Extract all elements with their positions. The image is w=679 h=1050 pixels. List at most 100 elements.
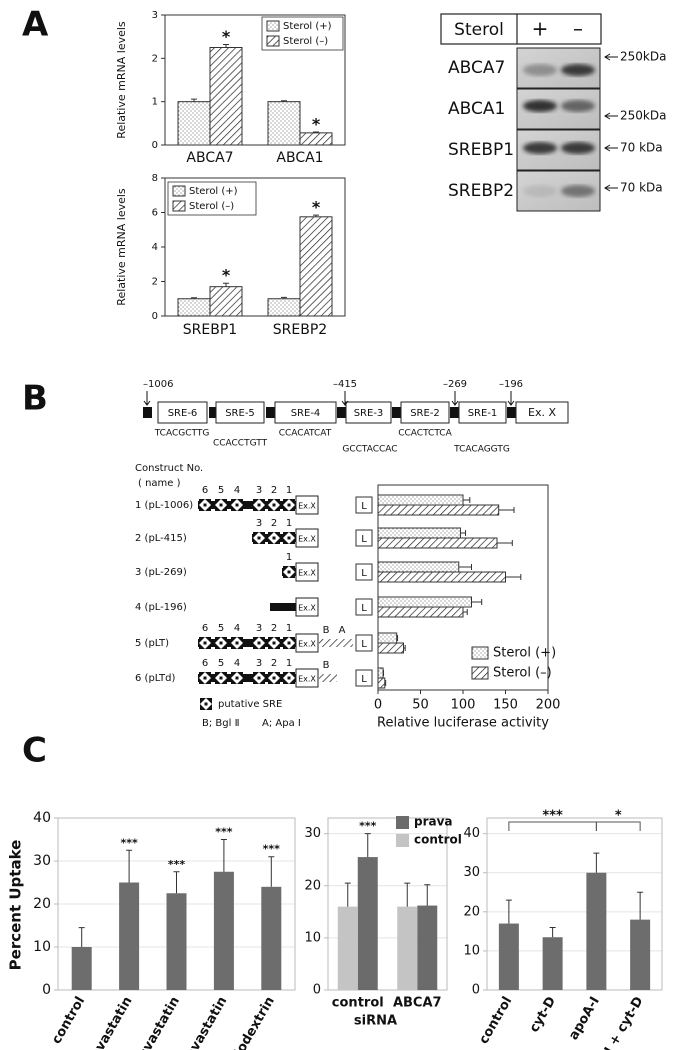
position-arrow xyxy=(341,391,349,406)
sre-site-center xyxy=(219,503,223,507)
bar xyxy=(498,923,519,990)
exon-box xyxy=(295,562,319,582)
x-tick-label: SREBP2 xyxy=(273,322,327,338)
bar xyxy=(299,216,333,317)
y-tick-label: 40 xyxy=(463,826,480,841)
sre-site-center xyxy=(287,676,291,680)
bar xyxy=(377,596,472,608)
exon-box xyxy=(295,528,319,548)
protein-label: SREBP2 xyxy=(448,181,514,201)
exon-label: Ex.X xyxy=(298,535,316,544)
plot-frame xyxy=(486,817,663,991)
plot-frame xyxy=(164,14,346,146)
deleted-region xyxy=(319,674,337,682)
exon-box xyxy=(515,401,569,424)
sre-number: 2 xyxy=(271,518,277,529)
legend-label: Sterol (–) xyxy=(493,666,552,681)
bar xyxy=(377,677,386,689)
error-bar xyxy=(463,497,471,503)
reporter-label: L xyxy=(361,501,367,512)
sre-box xyxy=(274,401,337,424)
deleted-region xyxy=(319,639,353,647)
reporter-label: L xyxy=(361,534,367,545)
construct-subheader: ( name ) xyxy=(138,478,181,489)
error-bar xyxy=(173,871,180,894)
position-label: –1006 xyxy=(143,379,173,390)
y-axis-label: Relative mRNA levels xyxy=(115,21,128,139)
sre-site-center xyxy=(257,536,261,540)
bar xyxy=(337,906,358,990)
bar xyxy=(377,642,404,654)
error-bar xyxy=(223,43,229,48)
sre-box xyxy=(458,401,507,424)
bar xyxy=(377,504,500,516)
sre-site-center xyxy=(235,676,239,680)
y-tick-label: 0 xyxy=(152,311,158,322)
significance-mark: * xyxy=(312,198,321,217)
reporter-box xyxy=(355,669,373,687)
legend-label: Sterol (+) xyxy=(493,646,556,661)
x-tick-label: pravastatin xyxy=(80,994,135,1050)
sre-site-center xyxy=(272,536,276,540)
x-tick-label: 200 xyxy=(536,698,561,713)
exon-box xyxy=(295,495,319,515)
sre-label: SRE-6 xyxy=(168,408,198,419)
x-tick-label: ABCA7 xyxy=(186,150,233,166)
error-bar xyxy=(404,882,411,907)
restriction-site: B xyxy=(323,625,330,636)
error-bar xyxy=(220,839,227,872)
sre-site-center xyxy=(287,503,291,507)
sre-number: 2 xyxy=(271,485,277,496)
sre-box xyxy=(157,401,208,424)
panel-label: A xyxy=(22,5,49,45)
error-bar xyxy=(191,297,197,299)
marker-arrow xyxy=(604,112,618,120)
exon-label: Ex. X xyxy=(528,406,556,419)
y-tick-label: 0 xyxy=(313,983,321,998)
sre-sequence: CCACCTGTT xyxy=(213,439,268,449)
legend-label: Sterol (–) xyxy=(283,36,328,47)
size-marker: 250kDa xyxy=(620,50,666,64)
error-bar xyxy=(313,214,319,217)
reporter-box xyxy=(355,563,373,581)
legend-swatch xyxy=(471,666,489,680)
x-axis-label: Relative luciferase activity xyxy=(377,716,549,731)
sre-number: 1 xyxy=(286,658,292,669)
restriction-site: A xyxy=(339,625,346,636)
sre-number: 3 xyxy=(256,518,262,529)
sre-site-center xyxy=(287,641,291,645)
bar xyxy=(630,919,651,990)
construct-backbone xyxy=(198,639,296,647)
sre-box xyxy=(400,401,450,424)
bar xyxy=(417,905,438,990)
error-bar xyxy=(424,884,431,906)
bar xyxy=(261,886,282,990)
x-tick-label: ABCA7 xyxy=(393,996,442,1011)
promoter-segment xyxy=(143,407,152,418)
error-bar xyxy=(498,507,515,513)
y-tick-label: 8 xyxy=(152,173,158,184)
marker-arrow xyxy=(604,144,618,152)
y-tick-label: 6 xyxy=(152,208,158,219)
sre-box xyxy=(215,401,265,424)
sre-site-center xyxy=(257,676,261,680)
blot-header: Sterol xyxy=(454,20,504,40)
y-tick-label: 2 xyxy=(152,277,158,288)
construct-name: 5 (pLT) xyxy=(135,638,169,649)
legend-swatch xyxy=(396,834,409,847)
sre-number: 6 xyxy=(202,485,208,496)
error-bar xyxy=(549,926,556,938)
blot-header-frame xyxy=(440,13,602,45)
significance-mark: * xyxy=(222,266,231,285)
y-tick-label: 10 xyxy=(33,939,51,955)
error-bar xyxy=(281,296,287,299)
lane-label: – xyxy=(573,17,583,41)
sre-number: 5 xyxy=(218,623,224,634)
position-label: –415 xyxy=(333,379,357,390)
reporter-label: L xyxy=(361,639,367,650)
blot-band xyxy=(561,64,595,76)
y-axis-label: Relative mRNA levels xyxy=(115,188,128,306)
legend-swatch xyxy=(266,35,280,47)
error-bar xyxy=(223,282,229,287)
